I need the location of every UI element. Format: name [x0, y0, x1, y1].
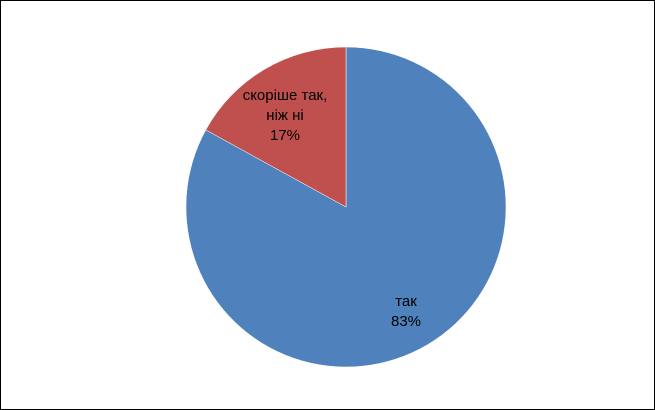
pie-slices: [185, 46, 507, 368]
pie-slice-1: [205, 46, 347, 208]
slice-percent-label: 83%: [391, 313, 421, 330]
slice-label-0: так 83%: [391, 293, 421, 330]
slice-percent-label: 17%: [270, 127, 300, 144]
slice-label-1: скоріше так, ніж ні 17%: [243, 87, 328, 144]
slice-category-label: скоріше так,: [243, 87, 328, 104]
slice-category-label: так: [395, 293, 417, 310]
pie-labels: так 83% скоріше так, ніж ні 17%: [243, 87, 421, 330]
slice-category-label: ніж ні: [266, 107, 303, 124]
